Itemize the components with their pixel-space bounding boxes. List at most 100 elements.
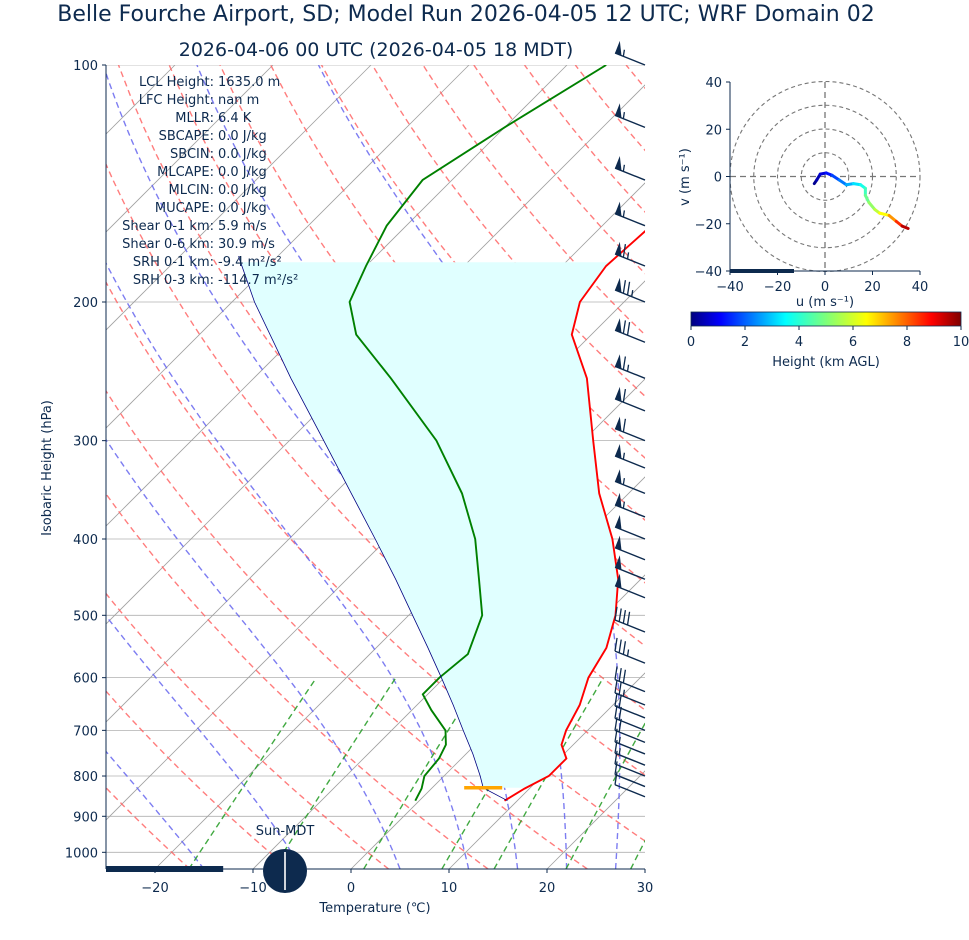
y-tick-label: 700 xyxy=(73,724,98,739)
barb-half xyxy=(623,690,624,697)
barb-full xyxy=(623,356,625,369)
x-tick-label: 10 xyxy=(441,881,458,896)
wind-barb xyxy=(615,444,645,468)
colorbar-tick-label: 0 xyxy=(687,335,695,350)
height-colorbar xyxy=(691,312,961,326)
mixing-ratio-line xyxy=(273,678,396,869)
barb-full xyxy=(628,282,630,295)
barb-half xyxy=(623,112,624,119)
stat-label: SRH 0-3 km: xyxy=(133,273,214,288)
barb-full xyxy=(619,682,621,695)
wind-barb xyxy=(615,41,645,65)
stat-value: -9.4 m²/s² xyxy=(218,255,282,270)
y-tick-label: 1000 xyxy=(65,846,98,861)
sounding-lines xyxy=(239,65,813,801)
x-tick-label: −20 xyxy=(141,881,168,896)
x-axis-label: Temperature (℃) xyxy=(318,901,430,916)
stat-label: LFC Height: xyxy=(139,93,214,108)
stat-value: 0.0 J/kg xyxy=(218,147,267,162)
dry-adiabat xyxy=(880,65,969,869)
wind-barb xyxy=(615,103,645,127)
dry-adiabat xyxy=(778,65,969,869)
y-axis-label: Isobaric Height (hPa) xyxy=(40,400,55,536)
hodo-segment xyxy=(902,226,908,228)
isotherm xyxy=(645,65,969,869)
stat-label: MLCAPE: xyxy=(157,165,214,180)
stat-value: 0.0 J/kg xyxy=(218,129,267,144)
barb-shaft xyxy=(615,214,645,226)
wind-barb xyxy=(615,354,645,378)
stat-label: MUCAPE: xyxy=(155,201,214,216)
mixing-ratio-line xyxy=(189,678,317,869)
barb-full xyxy=(623,610,625,623)
stat-label: SRH 0-1 km: xyxy=(133,255,214,270)
x-tick-label: −10 xyxy=(239,881,266,896)
stat-label: LCL Height: xyxy=(139,75,214,90)
dry-adiabat xyxy=(0,65,190,869)
x-tick-label: 0 xyxy=(347,881,355,896)
stat-label: SBCIN: xyxy=(170,147,214,162)
hodo-y-tick-label: −40 xyxy=(695,265,722,280)
wind-barb xyxy=(615,607,645,632)
sun-indicator: Sun-MDT xyxy=(106,824,314,893)
hodo-x-tick-label: 0 xyxy=(821,280,829,295)
stat-value: 0.0 J/kg xyxy=(218,201,267,216)
figure-subtitle: 2026-04-06 00 UTC (2026-04-05 18 MDT) xyxy=(179,39,574,61)
colorbar-tick-label: 2 xyxy=(741,335,749,350)
barb-full xyxy=(623,641,625,654)
barb-shaft xyxy=(615,620,645,632)
stat-label: Shear 0-1 km: xyxy=(122,219,214,234)
stat-label: Shear 0-6 km: xyxy=(122,237,214,252)
hodo-x-label: u (m s⁻¹) xyxy=(796,295,854,310)
dry-adiabat xyxy=(677,65,969,869)
barb-full xyxy=(619,640,621,653)
stat-value: -114.7 m²/s² xyxy=(218,273,298,288)
stat-label: SBCAPE: xyxy=(159,129,214,144)
stat-value: 0.0 J/kg xyxy=(218,183,267,198)
hodo-y-tick-label: 20 xyxy=(705,123,722,138)
colorbar-tick-label: 8 xyxy=(903,335,911,350)
stat-label: MLCIN: xyxy=(169,183,214,198)
wind-barb xyxy=(615,387,645,411)
barb-half xyxy=(628,650,629,657)
barb-full xyxy=(619,668,621,681)
dry-adiabat xyxy=(575,65,969,869)
dry-adiabat xyxy=(931,65,969,869)
x-tick-label: 20 xyxy=(539,881,556,896)
barb-half xyxy=(623,478,624,485)
y-tick-label: 500 xyxy=(73,609,98,624)
barb-full xyxy=(623,670,625,683)
stat-value: 5.9 m/s xyxy=(218,219,267,234)
hodo-y-tick-label: 40 xyxy=(705,76,722,91)
barb-half xyxy=(623,453,624,460)
barb-half xyxy=(623,50,624,57)
wind-barb xyxy=(615,278,645,302)
colorbar-label: Height (km AGL) xyxy=(772,355,880,370)
hodo-y-tick-label: 0 xyxy=(714,171,722,186)
wind-barbs xyxy=(615,41,645,797)
wind-barb xyxy=(615,680,645,705)
hodo-y-label: v (m s⁻¹) xyxy=(678,148,693,206)
stat-value: nan m xyxy=(218,93,259,108)
sun-label: Sun-MDT xyxy=(256,824,315,839)
sun-progress-bar xyxy=(106,866,223,872)
barb-half xyxy=(632,290,633,297)
colorbar-tick-label: 10 xyxy=(953,335,969,350)
y-tick-label: 400 xyxy=(73,533,98,548)
barb-full xyxy=(628,612,630,625)
isotherm xyxy=(0,65,77,869)
y-tick-label: 200 xyxy=(73,296,98,311)
barb-half xyxy=(628,252,629,259)
colorbar-tick-label: 6 xyxy=(849,335,857,350)
y-tick-label: 900 xyxy=(73,810,98,825)
y-tick-label: 100 xyxy=(73,59,98,74)
stat-value: 6.4 K xyxy=(218,111,252,126)
stat-value: 0.0 J/kg xyxy=(218,165,267,180)
barb-shaft xyxy=(615,168,645,180)
hodograph-trace xyxy=(814,173,908,229)
